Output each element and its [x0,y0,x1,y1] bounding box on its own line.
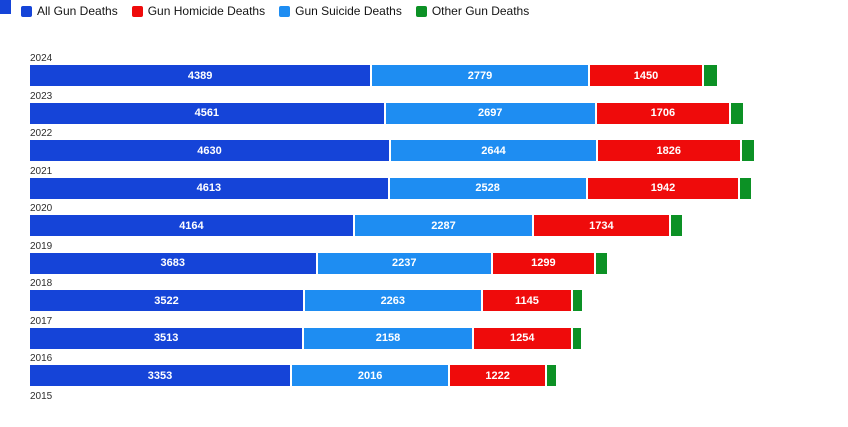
year-label: 2019 [30,240,848,253]
legend-label: Gun Homicide Deaths [148,4,265,18]
year-label: 2022 [30,127,848,140]
bar-segment-gun-homicide-deaths[interactable]: 1222 [450,365,545,386]
bar-segment-gun-homicide-deaths[interactable]: 1826 [598,140,740,161]
bar-segment-gun-homicide-deaths[interactable]: 1450 [590,65,702,86]
legend-item[interactable]: Other Gun Deaths [416,4,529,18]
bar-segment-gun-suicide-deaths[interactable]: 2158 [304,328,471,349]
bar-segment-gun-suicide-deaths[interactable]: 2263 [305,290,480,311]
legend: All Gun Deaths Gun Homicide Deaths Gun Sui… [0,0,848,19]
bar-segment-gun-suicide-deaths[interactable]: 2697 [386,103,595,124]
legend-swatch-icon [132,6,143,17]
legend-swatch-icon [21,6,32,17]
bar-segment-other-gun-deaths[interactable] [573,328,581,349]
bar-segment-gun-homicide-deaths[interactable]: 1942 [588,178,739,199]
legend-swatch-icon [416,6,427,17]
bar-segment-all-gun-deaths[interactable]: 3683 [30,253,316,274]
bar-segment-other-gun-deaths[interactable] [704,65,716,86]
legend-label: Gun Suicide Deaths [295,4,402,18]
year-label: 2024 [30,52,848,65]
bar-segment-gun-suicide-deaths[interactable]: 2644 [391,140,596,161]
bar-segment-all-gun-deaths[interactable]: 4613 [30,178,388,199]
bar-segment-all-gun-deaths[interactable]: 4630 [30,140,389,161]
bar-segment-gun-suicide-deaths[interactable]: 2779 [372,65,587,86]
bar-segment-other-gun-deaths[interactable] [671,215,682,236]
bar-segment-gun-homicide-deaths[interactable]: 1145 [483,290,572,311]
bar-segment-other-gun-deaths[interactable] [573,290,582,311]
legend-swatch-icon [279,6,290,17]
year-label: 2023 [30,90,848,103]
bar-segment-all-gun-deaths[interactable]: 3353 [30,365,290,386]
bar-segment-gun-suicide-deaths[interactable]: 2237 [318,253,491,274]
legend-item[interactable]: All Gun Deaths [21,4,118,18]
year-label: 2020 [30,202,848,215]
bar-segment-all-gun-deaths[interactable]: 4561 [30,103,384,124]
year-label: 2021 [30,165,848,178]
bar-segment-other-gun-deaths[interactable] [742,140,754,161]
year-label: 2018 [30,277,848,290]
legend-item[interactable]: Gun Suicide Deaths [279,4,402,18]
cropped-corner-element [0,0,11,14]
bar-segment-gun-homicide-deaths[interactable]: 1254 [474,328,571,349]
bar-segment-gun-suicide-deaths[interactable]: 2528 [390,178,586,199]
year-label: 2015 [30,390,848,403]
bar-segment-all-gun-deaths[interactable]: 3522 [30,290,303,311]
bar-segment-all-gun-deaths[interactable]: 4164 [30,215,353,236]
bar-segment-gun-homicide-deaths[interactable]: 1706 [597,103,729,124]
bar-segment-gun-homicide-deaths[interactable]: 1734 [534,215,668,236]
year-row: 2015 [30,390,848,427]
bar-segment-gun-suicide-deaths[interactable]: 2287 [355,215,532,236]
bar-segment-all-gun-deaths[interactable]: 4389 [30,65,370,86]
bar-segment-all-gun-deaths[interactable]: 3513 [30,328,302,349]
bar-segment-other-gun-deaths[interactable] [596,253,607,274]
bar-segment-other-gun-deaths[interactable] [740,178,751,199]
bar-segment-other-gun-deaths[interactable] [547,365,556,386]
bar-segment-other-gun-deaths[interactable] [731,103,743,124]
bar-segment-gun-suicide-deaths[interactable]: 2016 [292,365,448,386]
year-label: 2016 [30,352,848,365]
legend-label: All Gun Deaths [37,4,118,18]
bar-segment-gun-homicide-deaths[interactable]: 1299 [493,253,594,274]
legend-label: Other Gun Deaths [432,4,529,18]
stacked-bar [30,403,848,424]
legend-item[interactable]: Gun Homicide Deaths [132,4,265,18]
year-label: 2017 [30,315,848,328]
